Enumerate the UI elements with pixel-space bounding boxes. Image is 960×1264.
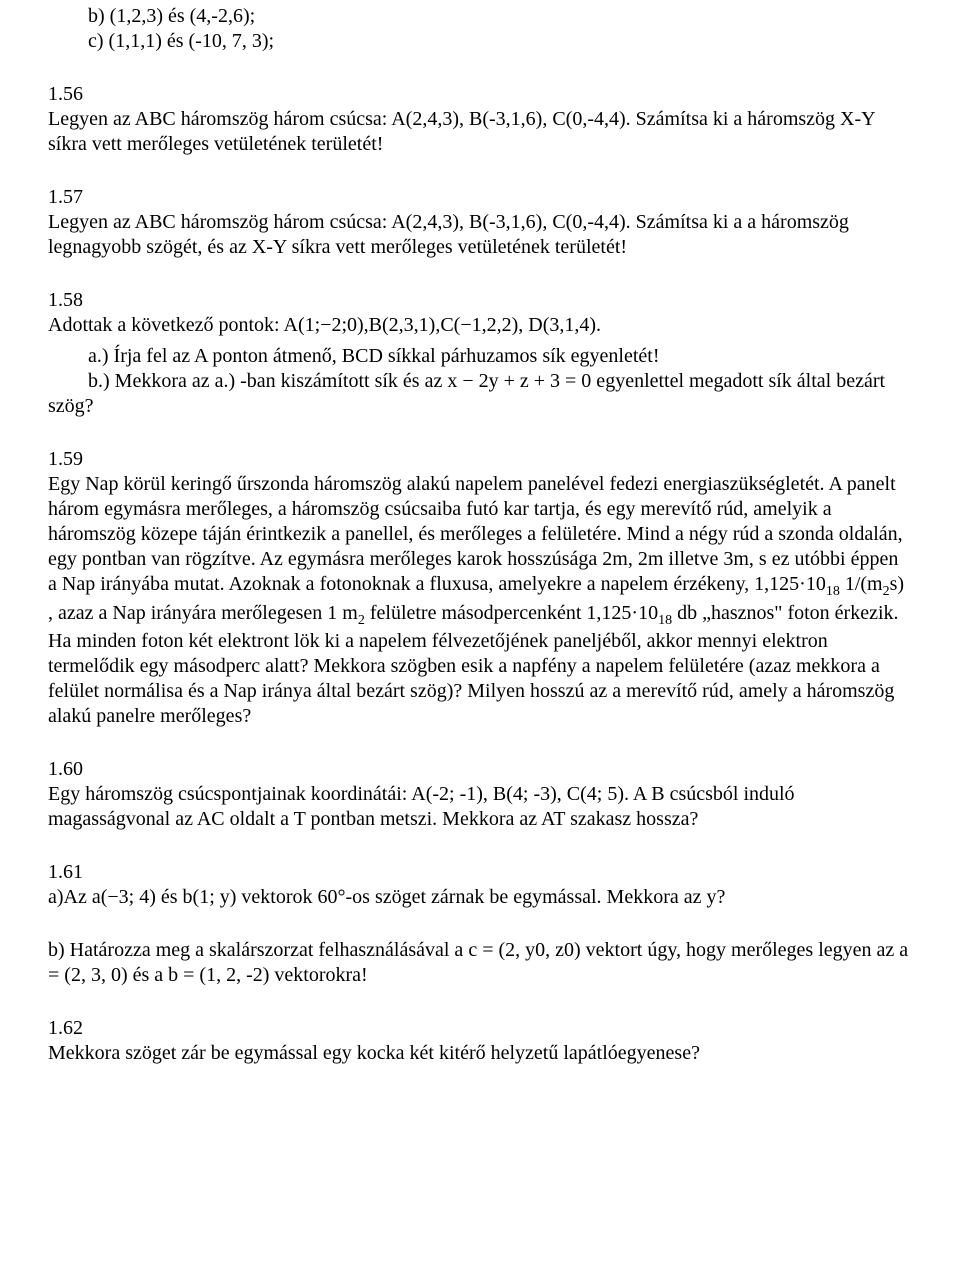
intro-line-c: c) (1,1,1) és (-10, 7, 3); bbox=[88, 29, 912, 54]
problem-159-body: Egy Nap körül keringő űrszonda háromszög… bbox=[48, 472, 912, 729]
problem-157-body: Legyen az ABC háromszög három csúcsa: A(… bbox=[48, 210, 912, 260]
problem-162-num: 1.62 bbox=[48, 1016, 912, 1041]
problem-156-num: 1.56 bbox=[48, 82, 912, 107]
problem-156-body: Legyen az ABC háromszög három csúcsa: A(… bbox=[48, 107, 912, 157]
problem-162-body: Mekkora szöget zár be egymással egy kock… bbox=[48, 1041, 912, 1066]
problem-161-b: b) Határozza meg a skalárszorzat felhasz… bbox=[48, 938, 912, 988]
problem-160-num: 1.60 bbox=[48, 757, 912, 782]
intro-line-b: b) (1,2,3) és (4,-2,6); bbox=[88, 4, 912, 29]
problem-158-a: a.) Írja fel az A ponton átmenő, BCD sík… bbox=[48, 344, 912, 369]
problem-157-num: 1.57 bbox=[48, 185, 912, 210]
problem-158-num: 1.58 bbox=[48, 288, 912, 313]
problem-161-num: 1.61 bbox=[48, 860, 912, 885]
problem-158-b: b.) Mekkora az a.) -ban kiszámított sík … bbox=[48, 369, 912, 419]
problem-160-body: Egy háromszög csúcspontjainak koordinátá… bbox=[48, 782, 912, 832]
problem-161-a: a)Az a(−3; 4) és b(1; y) vektorok 60°-os… bbox=[48, 885, 912, 910]
problem-158-body: Adottak a következő pontok: A(1;−2;0),B(… bbox=[48, 313, 912, 338]
problem-159-num: 1.59 bbox=[48, 447, 912, 472]
